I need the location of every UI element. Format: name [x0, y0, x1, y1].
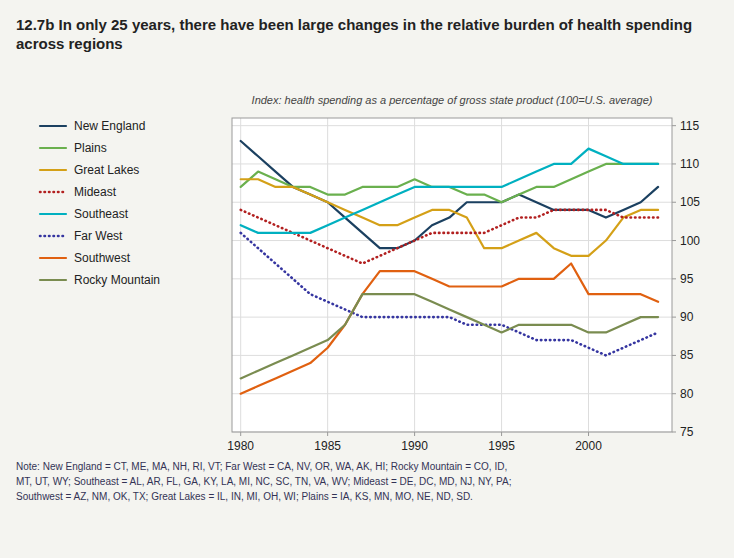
legend-label: Mideast: [74, 185, 117, 199]
plot-frame: [232, 118, 672, 432]
tick-label: 115: [680, 119, 699, 133]
plot-background: [232, 118, 672, 432]
series-line: [241, 264, 658, 394]
legend-label: New England: [74, 119, 145, 133]
grid-line: [501, 118, 502, 432]
legend-label: Southeast: [74, 207, 129, 221]
tick-mark: [672, 432, 676, 433]
legend: New England Plains Great Lakes Mideast South…: [40, 119, 160, 287]
legend-swatch: [40, 147, 66, 149]
tick-label: 1985: [314, 439, 341, 453]
tick-mark: [672, 393, 676, 394]
series-line: [241, 294, 658, 378]
tick-label: 85: [680, 348, 694, 362]
title: 12.7b In only 25 years, there have been …: [16, 16, 692, 52]
tick-label: 75: [680, 425, 694, 439]
legend-swatch: [40, 191, 66, 194]
tick-mark: [672, 355, 676, 356]
grid-line: [414, 118, 415, 432]
tick-mark: [672, 317, 676, 318]
subtitle: Index: health spending as a percentage o…: [252, 94, 653, 106]
tick-label: 95: [680, 272, 694, 286]
series-line: [241, 149, 658, 233]
chart: 12.7b In only 25 years, there have been …: [0, 0, 734, 558]
tick-mark: [501, 432, 502, 436]
legend-swatch: [40, 279, 66, 281]
tick-mark: [672, 278, 676, 279]
tick-label: 1995: [488, 439, 515, 453]
legend-label: Rocky Mountain: [74, 273, 160, 287]
legend-swatch: [40, 169, 66, 171]
grid-line: [232, 278, 672, 279]
tick-mark: [240, 432, 241, 436]
legend-label: Plains: [74, 141, 107, 155]
tick-mark: [327, 432, 328, 436]
tick-label: 110: [680, 157, 699, 171]
tick-label: 1990: [401, 439, 428, 453]
grid-line: [240, 118, 241, 432]
tick-mark: [588, 432, 589, 436]
legend-label: Far West: [74, 229, 123, 243]
tick-mark: [672, 240, 676, 241]
lines: [241, 141, 658, 394]
legend-label: Southwest: [74, 251, 131, 265]
grid-line: [232, 202, 672, 203]
tick-label: 2000: [575, 439, 602, 453]
legend-swatch: [40, 125, 66, 127]
legend-swatch: [40, 235, 66, 238]
tick-mark: [672, 163, 676, 164]
tick-label: 80: [680, 387, 694, 401]
grid-line: [232, 393, 672, 394]
note: Note: New England = CT, ME, MA, NH, RI, …: [16, 461, 511, 502]
tick-label: 90: [680, 310, 694, 324]
tick-mark: [672, 125, 676, 126]
series-line: [241, 164, 658, 202]
tick-mark: [414, 432, 415, 436]
grid-line: [588, 118, 589, 432]
series-line: [241, 210, 658, 264]
tick-label: 105: [680, 195, 700, 209]
series-line: [241, 179, 658, 256]
grid-line: [327, 118, 328, 432]
grid: [232, 118, 672, 432]
legend-swatch: [40, 213, 66, 215]
tick-mark: [672, 202, 676, 203]
tick-label: 100: [680, 234, 700, 248]
legend-swatch: [40, 257, 66, 259]
grid-line: [232, 125, 672, 126]
tick-label: 1980: [227, 439, 254, 453]
legend-label: Great Lakes: [74, 163, 139, 177]
